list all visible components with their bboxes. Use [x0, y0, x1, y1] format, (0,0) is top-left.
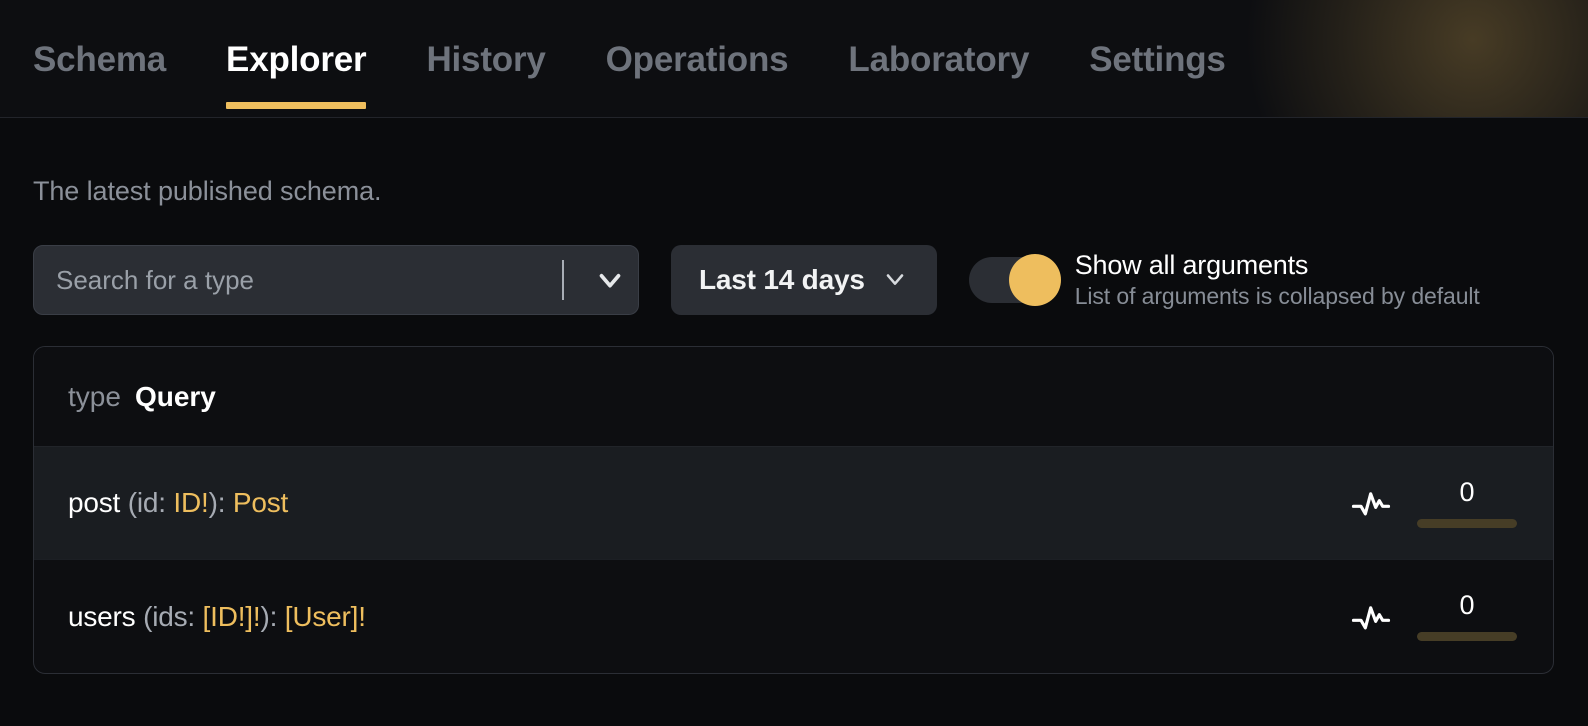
tab-operations-label: Operations: [605, 39, 789, 79]
tab-laboratory-label: Laboratory: [848, 39, 1030, 79]
field-args-open: (ids:: [135, 600, 203, 632]
activity-icon: [1351, 597, 1391, 637]
schema-field-row-users[interactable]: users (ids: [ID!]!): [User]! 0: [34, 560, 1553, 673]
type-keyword: type: [68, 380, 121, 412]
nav-tabs: Schema Explorer History Operations Labor…: [0, 0, 1588, 117]
date-range-button[interactable]: Last 14 days: [671, 245, 937, 315]
metric-bar: [1417, 632, 1517, 641]
metric-column: 0: [1413, 476, 1521, 528]
page-subtitle: The latest published schema.: [33, 176, 382, 206]
field-args-open: (id:: [120, 487, 174, 518]
tab-explorer[interactable]: Explorer: [226, 0, 396, 117]
activity-icon: [1351, 483, 1391, 523]
field-signature: users (ids: [ID!]!): [User]!: [68, 601, 366, 633]
field-name: post: [68, 487, 121, 518]
search-divider: [562, 260, 564, 300]
tab-schema-label: Schema: [33, 39, 167, 79]
tab-laboratory[interactable]: Laboratory: [848, 0, 1059, 117]
schema-type-header: type Query: [34, 347, 1553, 447]
top-navigation-bar: Schema Explorer History Operations Labor…: [0, 0, 1588, 118]
metric-bar: [1417, 518, 1517, 528]
toggle-knob: [1008, 253, 1061, 306]
tab-schema[interactable]: Schema: [33, 0, 196, 117]
field-name: users: [68, 600, 136, 632]
show-all-arguments-control: Show all arguments List of arguments is …: [968, 250, 1480, 309]
field-arg-type[interactable]: ID!: [173, 487, 209, 518]
show-all-arguments-toggle[interactable]: [968, 253, 1061, 306]
search-input[interactable]: [34, 246, 562, 314]
metric-value: 0: [1459, 590, 1475, 620]
page-content: The latest published schema. Last 14 day…: [0, 176, 1588, 674]
tab-history[interactable]: History: [426, 0, 575, 117]
chevron-down-icon: [881, 265, 909, 296]
tab-history-label: History: [426, 39, 546, 79]
field-metrics: 0: [1351, 476, 1521, 528]
chevron-down-icon[interactable]: [582, 246, 638, 314]
field-args-close: ): [208, 487, 218, 518]
tab-operations[interactable]: Operations: [605, 0, 819, 117]
tab-explorer-label: Explorer: [226, 39, 367, 79]
toggle-text-group: Show all arguments List of arguments is …: [1074, 250, 1480, 309]
tab-settings-label: Settings: [1089, 39, 1226, 79]
schema-field-row-post[interactable]: post (id: ID!): Post 0: [34, 447, 1553, 560]
field-signature: post (id: ID!): Post: [68, 487, 288, 519]
metric-column: 0: [1413, 592, 1521, 641]
toggle-title: Show all arguments: [1074, 250, 1309, 280]
field-colon: :: [269, 600, 285, 632]
metric-value: 0: [1459, 476, 1475, 507]
field-return-type[interactable]: Post: [232, 487, 289, 518]
page-title: Query: [134, 380, 216, 412]
date-range-label: Last 14 days: [699, 264, 865, 295]
schema-type-card: type Query post (id: ID!): Post 0: [33, 346, 1554, 674]
controls-row: Last 14 days Show all arguments List of …: [33, 245, 1555, 315]
field-return-type[interactable]: [User]!: [284, 600, 366, 632]
type-search-combobox[interactable]: [33, 245, 639, 315]
tab-settings[interactable]: Settings: [1089, 0, 1255, 117]
field-args-close: ): [260, 600, 270, 632]
toggle-subtitle: List of arguments is collapsed by defaul…: [1074, 282, 1480, 309]
field-arg-type[interactable]: [ID!]!: [202, 600, 261, 632]
field-metrics: 0: [1351, 592, 1521, 641]
field-colon: :: [217, 487, 233, 518]
